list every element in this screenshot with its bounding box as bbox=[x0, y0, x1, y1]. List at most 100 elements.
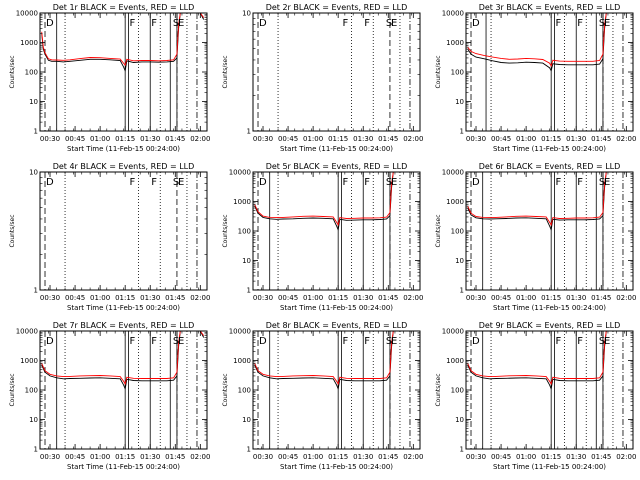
flag-label-E: E bbox=[391, 336, 397, 347]
y-tick-label: 100 bbox=[238, 228, 251, 236]
x-tick-label: 02:00 bbox=[190, 294, 210, 302]
lld-series-line bbox=[254, 331, 417, 386]
flag-label-F: F bbox=[556, 177, 562, 188]
panel-det-4: Det 4r BLACK = Events, RED = LLD Counts/s… bbox=[9, 162, 210, 312]
x-tick-label: 01:00 bbox=[303, 453, 323, 461]
x-tick-label: 01:45 bbox=[378, 453, 398, 461]
panel-det-7: Det 7r BLACK = Events, RED = LLD Counts/s… bbox=[9, 321, 210, 471]
x-tick-label: 00:45 bbox=[491, 135, 511, 143]
flag-label-F: F bbox=[151, 18, 157, 29]
flag-label-E: E bbox=[178, 18, 184, 29]
flag-label-E: E bbox=[604, 177, 610, 188]
flag-label-D: D bbox=[472, 177, 480, 188]
x-tick-label: 01:30 bbox=[140, 294, 160, 302]
y-tick-label: 100 bbox=[451, 228, 464, 236]
x-tick-label: 01:30 bbox=[353, 135, 373, 143]
flag-label-E: E bbox=[604, 336, 610, 347]
x-tick-label: 01:30 bbox=[140, 453, 160, 461]
flag-label-D: D bbox=[259, 18, 267, 29]
panel-det-6: Det 6r BLACK = Events, RED = LLD Counts/s… bbox=[435, 162, 636, 312]
x-tick-label: 00:30 bbox=[40, 453, 60, 461]
y-axis-label: Counts/sec bbox=[435, 373, 442, 406]
x-tick-label: 00:30 bbox=[253, 453, 273, 461]
flag-label-F: F bbox=[151, 336, 157, 347]
flag-label-D: D bbox=[259, 336, 267, 347]
plot-frame bbox=[465, 330, 634, 450]
x-tick-label: 00:45 bbox=[65, 294, 85, 302]
x-tick-label: 01:30 bbox=[353, 453, 373, 461]
y-tick-label: 1 bbox=[247, 128, 251, 136]
y-tick-label: 10 bbox=[29, 98, 38, 106]
y-tick-label: 1 bbox=[247, 287, 251, 295]
flag-label-E: E bbox=[391, 18, 397, 29]
x-tick-label: 01:00 bbox=[303, 294, 323, 302]
y-tick-label: 10000 bbox=[16, 10, 38, 18]
y-tick-label: 100 bbox=[25, 387, 38, 395]
x-tick-label: 01:45 bbox=[165, 294, 185, 302]
flag-label-F: F bbox=[130, 177, 136, 188]
x-tick-label: 02:00 bbox=[190, 453, 210, 461]
flag-label-S: S bbox=[386, 177, 392, 188]
x-tick-label: 01:15 bbox=[541, 294, 561, 302]
flag-label-S: S bbox=[386, 18, 392, 29]
flag-label-S: S bbox=[599, 18, 605, 29]
lld-series-line bbox=[467, 13, 630, 68]
y-tick-label: 1000 bbox=[20, 39, 38, 47]
x-tick-label: 01:15 bbox=[115, 294, 135, 302]
y-tick-label: 1 bbox=[34, 128, 38, 136]
x-tick-label: 01:00 bbox=[516, 453, 536, 461]
x-axis-label: Start Time (11-Feb-15 00:24:00) bbox=[280, 145, 393, 153]
y-axis-label: Counts/sec bbox=[222, 214, 229, 247]
x-tick-label: 01:45 bbox=[378, 135, 398, 143]
flag-label-D: D bbox=[472, 18, 480, 29]
x-tick-label: 01:00 bbox=[90, 294, 110, 302]
panel-title: Det 8r BLACK = Events, RED = LLD bbox=[266, 321, 408, 330]
plot-frame bbox=[465, 12, 634, 132]
x-tick-label: 00:45 bbox=[278, 453, 298, 461]
x-tick-label: 01:15 bbox=[115, 135, 135, 143]
y-tick-label: 1000 bbox=[20, 357, 38, 365]
y-tick-label: 100 bbox=[25, 69, 38, 77]
panel-det-2: Det 2r BLACK = Events, RED = LLD Counts/s… bbox=[222, 3, 423, 153]
y-tick-label: 1 bbox=[34, 287, 38, 295]
x-tick-label: 00:30 bbox=[40, 135, 60, 143]
y-tick-label: 1 bbox=[34, 446, 38, 454]
panel-title: Det 5r BLACK = Events, RED = LLD bbox=[266, 162, 408, 171]
x-tick-label: 01:00 bbox=[90, 135, 110, 143]
y-axis-label: Counts/sec bbox=[9, 373, 16, 406]
x-tick-label: 01:45 bbox=[378, 294, 398, 302]
flag-label-D: D bbox=[259, 177, 267, 188]
lld-series-line bbox=[41, 331, 205, 386]
y-tick-label: 10000 bbox=[16, 328, 38, 336]
x-tick-label: 01:00 bbox=[516, 135, 536, 143]
x-tick-label: 01:30 bbox=[566, 135, 586, 143]
panel-det-3: Det 3r BLACK = Events, RED = LLD Counts/s… bbox=[435, 3, 636, 153]
x-tick-label: 01:45 bbox=[591, 453, 611, 461]
x-tick-label: 01:30 bbox=[353, 294, 373, 302]
panel-title: Det 4r BLACK = Events, RED = LLD bbox=[53, 162, 195, 171]
y-tick-label: 100 bbox=[451, 69, 464, 77]
flag-label-F: F bbox=[577, 177, 583, 188]
flag-label-F: F bbox=[343, 177, 349, 188]
flag-label-S: S bbox=[173, 336, 179, 347]
x-tick-label: 00:30 bbox=[40, 294, 60, 302]
flag-label-S: S bbox=[173, 177, 179, 188]
y-tick-label: 1000 bbox=[233, 357, 251, 365]
plot-frame bbox=[252, 12, 421, 132]
x-axis-label: Start Time (11-Feb-15 00:24:00) bbox=[493, 145, 606, 153]
flag-label-S: S bbox=[599, 177, 605, 188]
x-tick-label: 01:15 bbox=[328, 453, 348, 461]
x-tick-label: 01:45 bbox=[165, 135, 185, 143]
y-tick-label: 1 bbox=[460, 128, 464, 136]
flag-label-F: F bbox=[130, 18, 136, 29]
flag-label-F: F bbox=[130, 336, 136, 347]
x-tick-label: 00:45 bbox=[491, 453, 511, 461]
panel-title: Det 9r BLACK = Events, RED = LLD bbox=[479, 321, 621, 330]
x-tick-label: 02:00 bbox=[616, 453, 636, 461]
y-axis-label: Counts/sec bbox=[435, 55, 442, 88]
flag-label-D: D bbox=[46, 18, 54, 29]
plot-frame bbox=[252, 330, 421, 450]
x-tick-label: 01:00 bbox=[90, 453, 110, 461]
x-axis-label: Start Time (11-Feb-15 00:24:00) bbox=[280, 304, 393, 312]
